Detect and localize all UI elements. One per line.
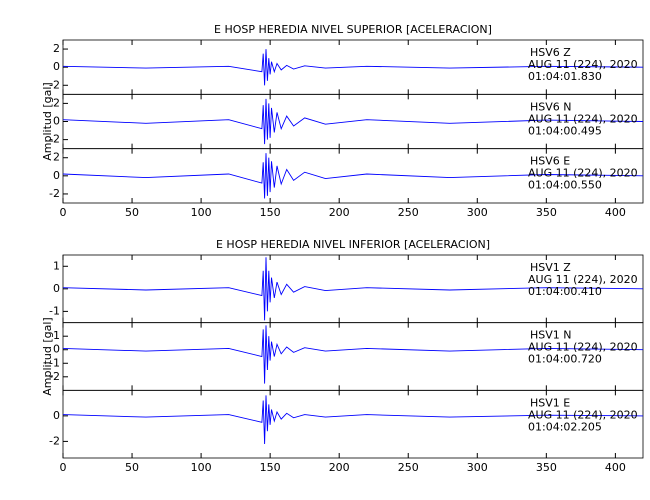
x-tick-label: 50 [125,461,139,474]
trace-name: HSV1 E [530,396,570,409]
trace-name: HSV6 E [530,155,570,168]
chart-title: E HOSP HEREDIA NIVEL SUPERIOR [ACELERACI… [214,23,492,36]
chart-title: E HOSP HEREDIA NIVEL INFERIOR [ACELERACI… [216,238,490,251]
x-tick-label: 350 [536,206,557,219]
x-tick-label: 200 [329,461,350,474]
trace-annotation: AUG 11 (224), 2020 [528,58,638,71]
waveform [62,153,644,199]
x-tick-label: 100 [191,206,212,219]
y-tick-label: -1 [49,356,60,369]
panel-frame [62,389,644,459]
x-tick-label: 350 [536,461,557,474]
y-tick-label: 0 [53,409,60,422]
waveform [62,325,644,384]
trace-annotation: 01:04:02.205 [528,420,602,433]
trace-annotation: AUG 11 (224), 2020 [528,341,638,354]
x-tick-label: 0 [60,461,67,474]
y-tick-label: -2 [49,370,60,383]
y-tick-label: -1 [49,304,60,317]
y-tick-label: 2 [53,42,60,55]
waveform [62,395,644,445]
y-tick-label: -2 [49,133,60,146]
trace-name: HSV1 Z [530,261,571,274]
x-tick-label: 400 [605,206,626,219]
y-tick-label: -2 [49,434,60,447]
y-tick-label: 0 [53,60,60,73]
y-tick-label: -2 [49,187,60,200]
x-tick-label: 300 [467,206,488,219]
trace-annotation: 01:04:00.410 [528,285,602,298]
x-tick-label: 100 [191,461,212,474]
trace-annotation: 01:04:00.550 [528,179,602,192]
trace-annotation: AUG 11 (224), 2020 [528,167,638,180]
y-tick-label: 2 [53,151,60,164]
y-axis-label: Amplitud [gal] [41,82,54,160]
trace-annotation: 01:04:00.720 [528,353,602,366]
x-tick-label: 400 [605,461,626,474]
x-tick-label: 0 [60,206,67,219]
trace-annotation: AUG 11 (224), 2020 [528,408,638,421]
y-tick-label: 2 [53,96,60,109]
waveform [62,257,644,321]
y-tick-label: 1 [53,329,60,342]
trace-annotation: 01:04:00.495 [528,124,602,137]
y-tick-label: -2 [49,78,60,91]
x-tick-label: 150 [260,206,281,219]
trace-annotation: AUG 11 (224), 2020 [528,273,638,286]
trace-annotation: AUG 11 (224), 2020 [528,112,638,125]
trace-name: HSV6 N [530,100,572,113]
x-tick-label: 250 [398,206,419,219]
x-tick-label: 300 [467,461,488,474]
y-tick-label: 1 [53,259,60,272]
trace-name: HSV6 Z [530,46,571,59]
waveform [62,49,644,86]
y-tick-label: 0 [53,115,60,128]
waveform [62,98,644,145]
y-tick-label: 0 [53,169,60,182]
trace-name: HSV1 N [530,329,572,342]
trace-annotation: 01:04:01.830 [528,70,602,83]
x-tick-label: 250 [398,461,419,474]
y-tick-label: 0 [53,282,60,295]
x-tick-label: 200 [329,206,350,219]
x-tick-label: 150 [260,461,281,474]
y-axis-label: Amplitud [gal] [41,317,54,395]
y-tick-label: 0 [53,343,60,356]
x-tick-label: 50 [125,206,139,219]
